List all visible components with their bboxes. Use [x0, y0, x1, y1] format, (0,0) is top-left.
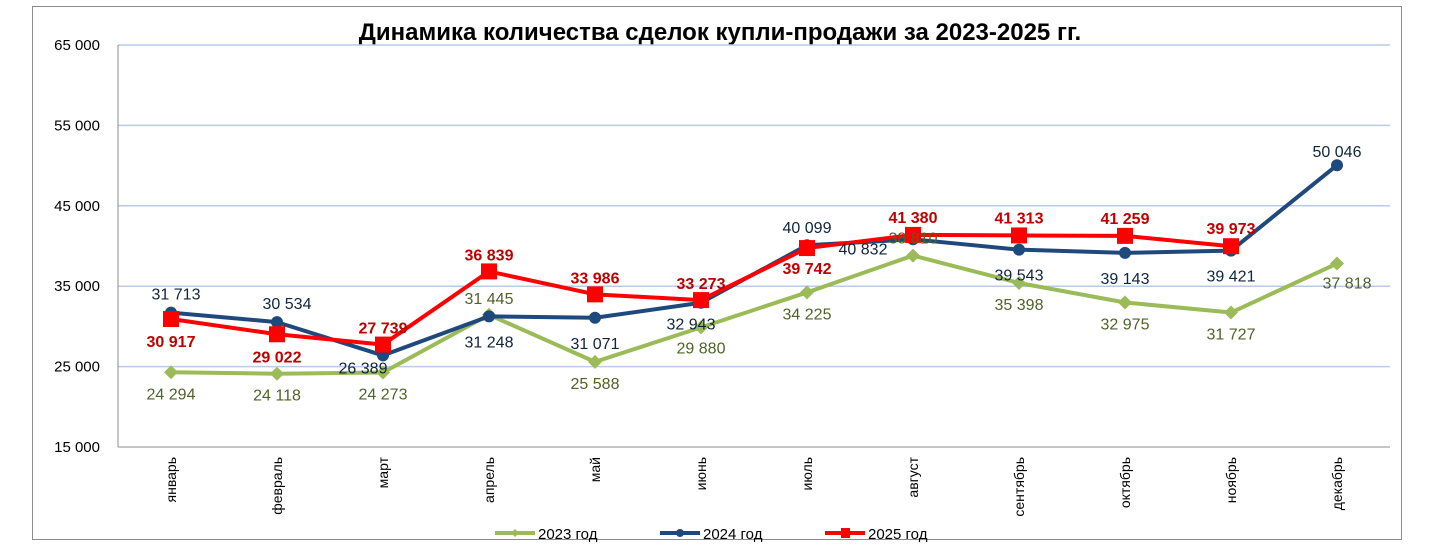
series-line-2024 [170, 163, 1339, 358]
data-label: 32 943 [667, 317, 716, 334]
data-point [1118, 295, 1132, 310]
data-label: 41 313 [995, 210, 1044, 227]
x-tick-label: октябрь [1117, 457, 1133, 508]
data-label: 33 986 [571, 270, 620, 287]
data-label: 30 917 [147, 334, 196, 351]
data-point [164, 365, 178, 380]
series-line-2023 [170, 253, 1338, 376]
x-tick-label: ноябрь [1223, 457, 1239, 503]
data-label: 31 727 [1207, 327, 1256, 344]
legend-label: 2023 год [538, 526, 598, 543]
data-point [589, 311, 601, 324]
legend-marker [676, 529, 684, 537]
data-point [270, 366, 284, 381]
data-label: 40 099 [783, 220, 832, 237]
data-label: 31 071 [571, 336, 620, 353]
y-tick-label: 35 000 [54, 278, 100, 295]
data-label: 29 880 [677, 340, 726, 357]
data-point [1117, 227, 1133, 244]
data-point [483, 310, 495, 323]
chart-frame [32, 6, 1402, 540]
data-label: 41 259 [1101, 211, 1150, 228]
data-label: 35 398 [995, 297, 1044, 314]
data-point [1011, 227, 1027, 244]
y-tick-label: 15 000 [54, 439, 100, 456]
data-label: 39 421 [1207, 269, 1256, 286]
data-label: 39 143 [1101, 271, 1150, 288]
y-tick-label: 45 000 [54, 198, 100, 215]
data-label: 26 389 [339, 360, 388, 377]
data-point [1223, 238, 1239, 255]
data-point [376, 365, 390, 380]
legend-marker [511, 529, 519, 537]
data-label: 39 543 [995, 268, 1044, 285]
data-label: 24 118 [253, 388, 301, 405]
data-label: 38 810 [889, 231, 938, 248]
x-tick-label: апрель [481, 457, 497, 503]
data-point [906, 248, 920, 263]
data-point [1331, 159, 1343, 172]
x-tick-label: май [587, 457, 603, 482]
data-label: 33 273 [677, 276, 726, 293]
chart-title: Динамика количества сделок купли-продажи… [359, 19, 1081, 46]
data-label: 30 534 [263, 296, 312, 313]
x-tick-label: декабрь [1329, 457, 1345, 510]
x-tick-label: март [375, 456, 391, 488]
x-tick-label: февраль [269, 457, 285, 515]
legend-label: 2024 год [703, 526, 763, 543]
data-label: 31 248 [465, 334, 514, 351]
legend-label: 2025 год [868, 526, 928, 543]
data-point [1013, 243, 1025, 256]
data-label: 37 818 [1323, 276, 1372, 293]
data-label: 29 022 [253, 349, 302, 366]
data-label: 39 742 [783, 261, 832, 278]
legend-marker [841, 528, 850, 538]
data-label: 39 973 [1207, 221, 1256, 238]
data-point [588, 354, 602, 369]
data-point [800, 285, 814, 300]
data-point [481, 263, 497, 280]
data-point [1330, 256, 1344, 271]
data-label: 31 445 [465, 291, 514, 308]
data-point [1012, 276, 1026, 291]
data-point [269, 326, 285, 343]
data-point [694, 320, 708, 335]
data-label: 25 588 [571, 376, 620, 393]
data-point [271, 316, 283, 329]
x-tick-label: сентябрь [1011, 457, 1027, 517]
data-point [905, 226, 921, 243]
data-label: 32 975 [1101, 316, 1150, 333]
data-label: 41 380 [889, 210, 938, 227]
x-tick-label: июнь [693, 457, 709, 490]
y-tick-label: 65 000 [54, 37, 100, 54]
data-label: 24 294 [147, 386, 196, 403]
data-point [799, 240, 815, 257]
data-point [375, 336, 391, 353]
data-point [163, 311, 179, 328]
data-point [693, 292, 709, 309]
data-label: 34 225 [783, 306, 832, 323]
data-label: 40 832 [839, 241, 888, 258]
data-label: 24 273 [359, 386, 408, 403]
x-tick-label: январь [163, 457, 179, 502]
x-tick-label: июль [799, 457, 815, 490]
data-point [1119, 246, 1131, 259]
data-point [1224, 305, 1238, 320]
data-label: 36 839 [465, 247, 514, 264]
y-tick-label: 55 000 [54, 117, 100, 134]
data-label: 31 713 [152, 287, 201, 304]
data-label: 50 046 [1313, 144, 1362, 161]
data-label: 27 739 [359, 321, 408, 338]
data-point [587, 286, 603, 303]
y-tick-label: 25 000 [54, 359, 100, 376]
x-tick-label: август [905, 456, 921, 497]
